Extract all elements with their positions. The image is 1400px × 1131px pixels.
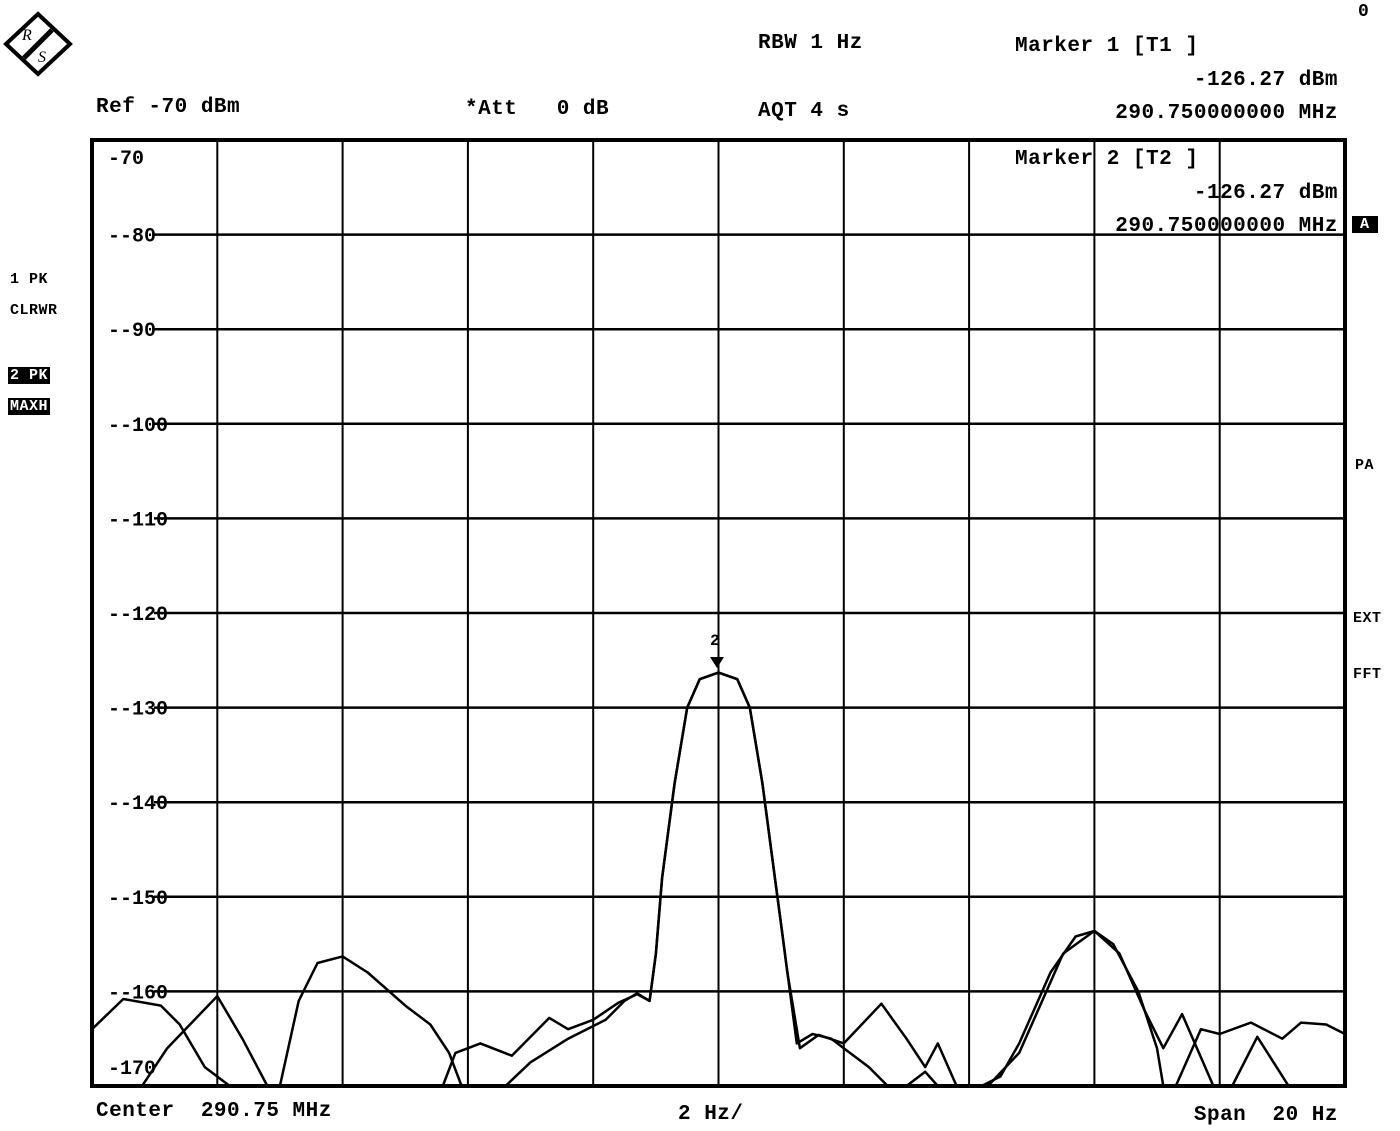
marker-2-symbol: 2	[710, 632, 724, 668]
span-label: Span 20 Hz	[1193, 1104, 1338, 1127]
y-tick-label: --80	[108, 226, 156, 249]
marker-triangle-icon	[710, 657, 724, 668]
marker-2-freq: 290.750000000 MHz	[1115, 215, 1338, 238]
attenuation-label: *Att 0 dB	[465, 98, 610, 121]
rs-logo: R S	[3, 11, 73, 77]
y-tick-label: --140	[108, 793, 168, 816]
marker-2-title: Marker 2 [T2 ]	[1015, 148, 1199, 171]
trace2-mode: MAXH	[8, 398, 51, 415]
y-tick-label: --100	[108, 415, 168, 438]
marker-1-title: Marker 1 [T1 ]	[1015, 35, 1199, 58]
trace-2	[91, 671, 1345, 1088]
trace1-mode: CLRWR	[10, 302, 58, 319]
y-tick-label: --120	[108, 604, 168, 627]
y-tick-label: --150	[108, 888, 168, 911]
marker-2-label: 2	[710, 632, 720, 650]
y-tick-labels: -70 --80 --90 --100 --110 --120 --130 --140 --15…	[94, 148, 168, 1095]
y-tick-label: --90	[108, 320, 156, 343]
fft-indicator: FFT	[1353, 666, 1382, 683]
svg-text:S: S	[38, 49, 46, 66]
y-tick-label: -70	[108, 148, 144, 171]
trace2-label: 2 PK	[8, 367, 51, 384]
division-label: 2 Hz/	[678, 1103, 744, 1126]
traces	[91, 671, 1346, 1088]
ext-indicator: EXT	[1353, 610, 1382, 627]
corner-mark: 0	[1358, 2, 1370, 22]
y-tick-label: --130	[108, 699, 168, 722]
aqt-label: AQT 4 s	[758, 100, 850, 123]
y-tick-label: --110	[108, 509, 168, 532]
trace1-label: 1 PK	[10, 271, 49, 288]
ref-level-label: Ref -70 dBm	[96, 96, 241, 119]
pa-indicator: PA	[1355, 457, 1375, 474]
y-tick-label: -170	[108, 1058, 156, 1081]
rbw-label: RBW 1 Hz	[758, 32, 863, 55]
svg-text:R: R	[21, 27, 32, 44]
plot-border	[90, 138, 1347, 1088]
marker-1-level: -126.27 dBm	[1193, 69, 1338, 92]
a-indicator: A	[1352, 216, 1378, 233]
center-frequency-label: Center 290.75 MHz	[96, 1100, 332, 1123]
marker-1-freq: 290.750000000 MHz	[1115, 102, 1338, 125]
marker-2-level: -126.27 dBm	[1193, 182, 1338, 205]
grid	[92, 140, 1345, 1086]
